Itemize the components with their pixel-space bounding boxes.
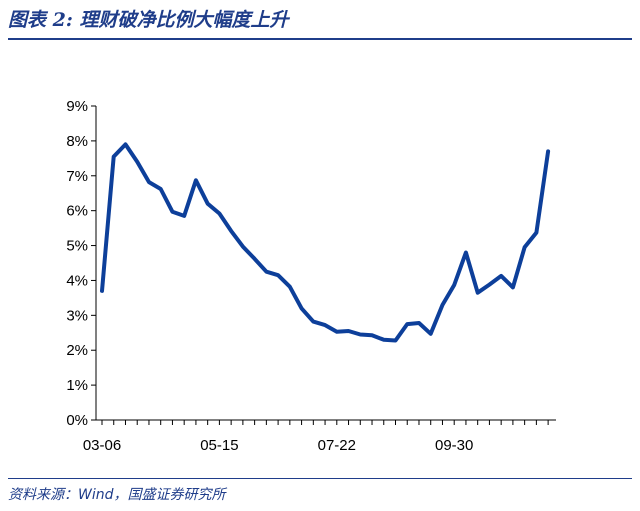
x-axis-ticks: 03-06 05-15 07-22 09-30 [83, 420, 549, 454]
chart-axes [95, 106, 556, 421]
source-note: 资料来源：Wind，国盛证券研究所 [8, 487, 226, 503]
y-tick-label: 2% [66, 342, 88, 359]
source-divider [8, 478, 632, 479]
chart-title: 图表 2: 理财破净比例大幅度上升 [8, 9, 289, 31]
y-tick-label: 6% [66, 203, 88, 220]
line-chart: 0% 1% 2% 3% 4% 5% 6% 7% 8% 9% 03-06 05-15 07-22 09-3… [66, 98, 556, 454]
y-tick-label: 5% [66, 238, 88, 255]
y-tick-label: 9% [66, 98, 88, 115]
y-tick-label: 7% [66, 168, 88, 185]
x-tick-label: 03-06 [83, 437, 121, 454]
y-axis-ticks: 0% 1% 2% 3% 4% 5% 6% 7% 8% 9% [66, 98, 96, 429]
y-tick-label: 1% [66, 377, 88, 394]
series-line [100, 142, 551, 343]
series-group [100, 142, 551, 343]
title-divider [8, 38, 632, 40]
y-tick-label: 4% [66, 272, 88, 289]
y-tick-label: 0% [66, 412, 88, 429]
x-tick-label: 09-30 [435, 437, 473, 454]
x-tick-label: 07-22 [318, 437, 356, 454]
y-tick-label: 3% [66, 307, 88, 324]
x-tick-label: 05-15 [200, 437, 238, 454]
y-tick-label: 8% [66, 133, 88, 150]
